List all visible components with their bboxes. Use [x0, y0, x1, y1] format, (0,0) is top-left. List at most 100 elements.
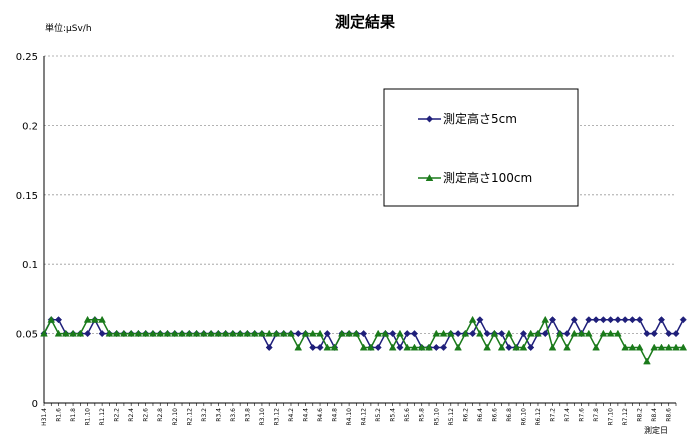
data-point	[178, 329, 186, 337]
data-point	[672, 343, 680, 351]
data-point	[505, 343, 513, 352]
data-point	[534, 329, 542, 337]
data-point	[98, 330, 106, 338]
data-point	[679, 343, 688, 351]
x-tick-label: R1.8	[70, 408, 77, 422]
legend-box	[383, 88, 579, 207]
data-point	[635, 343, 644, 351]
legend-label: 測定高さ5cm	[443, 111, 517, 126]
x-tick-label: R5.4	[390, 408, 397, 422]
data-point	[156, 329, 165, 337]
x-tick-label: R2.8	[157, 408, 164, 422]
data-point	[483, 330, 491, 338]
x-tick-label: R3.8	[244, 408, 251, 422]
x-tick-label: R3.10	[259, 408, 266, 426]
data-point	[592, 316, 600, 324]
data-point	[323, 330, 331, 338]
x-tick-label: R1.12	[99, 408, 106, 426]
data-point	[221, 329, 230, 337]
x-tick-label: R2.2	[114, 408, 121, 422]
x-tick-label: R4.2	[288, 408, 295, 422]
x-tick-label: R4.12	[361, 408, 368, 426]
data-point	[396, 329, 404, 337]
data-point	[91, 315, 99, 323]
data-point	[83, 315, 92, 323]
data-point	[469, 330, 477, 338]
data-point	[265, 343, 273, 352]
x-tick-label: R6.12	[535, 408, 542, 426]
data-point	[308, 329, 317, 337]
data-point	[650, 330, 658, 338]
data-point	[563, 330, 571, 338]
data-point	[250, 329, 259, 337]
data-point	[665, 330, 673, 338]
data-point	[599, 316, 607, 324]
data-point	[279, 329, 288, 337]
x-axis-title: 測定日	[644, 425, 668, 435]
data-point	[446, 329, 455, 337]
y-tick-label: 0.15	[16, 191, 38, 202]
data-point	[606, 329, 615, 337]
data-point	[657, 316, 666, 324]
y-tick-labels: 0 0.05 0.1 0.15 0.2 0.25	[16, 52, 38, 410]
data-point	[258, 329, 266, 337]
data-point	[563, 343, 571, 351]
data-point	[287, 329, 295, 337]
x-tick-label: R4.10	[346, 408, 353, 426]
x-tick-label: R4.4	[303, 408, 310, 422]
data-point	[650, 343, 659, 351]
data-point	[47, 315, 56, 323]
data-point	[454, 343, 462, 351]
x-tick-label: R5.10	[433, 408, 440, 426]
data-point	[657, 343, 666, 351]
legend: 測定高さ5cm 測定高さ100cm	[383, 88, 579, 207]
data-point	[69, 329, 77, 337]
x-tick-labels: H31.4 R1.6 R1.8 R1.10 R1.12 R2.2 R2.4 R2.6 R2.8 R…	[41, 408, 673, 426]
data-point	[127, 329, 135, 337]
data-point	[643, 357, 651, 365]
data-point	[367, 343, 375, 351]
x-tick-label: R7.6	[579, 408, 586, 422]
x-tick-label: R7.12	[622, 408, 629, 426]
data-point	[570, 316, 578, 324]
data-point	[432, 329, 441, 337]
x-tick-label: R3.6	[230, 408, 237, 422]
data-point	[141, 329, 150, 337]
data-point	[170, 329, 179, 337]
x-tick-label: R5.2	[375, 408, 382, 422]
x-tick-label: R6.6	[491, 408, 498, 422]
data-point	[76, 329, 85, 337]
data-point	[526, 329, 535, 337]
y-tick-label: 0.25	[16, 52, 38, 63]
data-point	[410, 343, 419, 351]
x-tick-label: R1.10	[85, 408, 92, 426]
y-tick-label: 0	[32, 399, 38, 410]
x-tick-label: R8.2	[637, 408, 644, 422]
data-point	[294, 343, 303, 351]
data-point	[134, 329, 143, 337]
x-tick-label: R7.10	[608, 408, 615, 426]
data-point	[636, 316, 644, 324]
data-point	[607, 316, 615, 324]
data-point	[585, 316, 593, 324]
x-tick-label: R5.12	[448, 408, 455, 426]
data-point	[664, 343, 673, 351]
data-point	[345, 329, 353, 337]
legend-entry: 測定高さ100cm	[418, 170, 532, 185]
data-point	[439, 343, 448, 352]
data-point	[301, 329, 310, 337]
data-point	[374, 329, 382, 337]
x-tick-label: R6.2	[462, 408, 469, 422]
data-point	[643, 330, 651, 338]
x-tick-label: R4.6	[317, 408, 324, 422]
series-2	[40, 315, 688, 365]
legend-entry: 測定高さ5cm	[418, 111, 517, 126]
data-point	[621, 316, 629, 324]
data-point	[199, 329, 208, 337]
data-point	[388, 343, 397, 351]
y-tick-label: 0.1	[22, 260, 38, 271]
x-tick-label: H31.4	[41, 408, 48, 426]
data-point	[54, 316, 63, 324]
data-point	[490, 329, 499, 337]
data-point	[185, 329, 194, 337]
